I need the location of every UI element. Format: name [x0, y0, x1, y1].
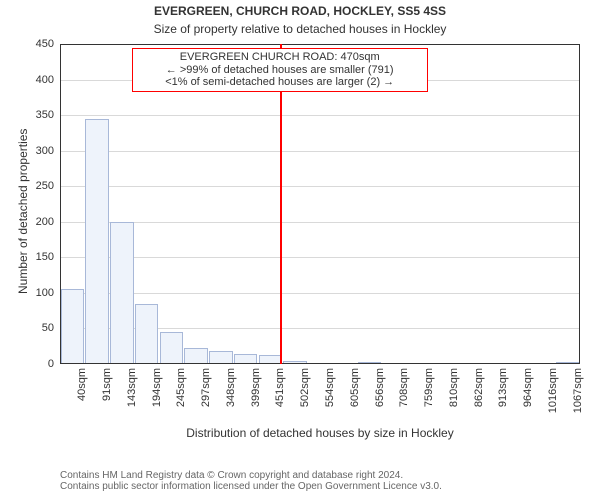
histogram-bar — [110, 222, 134, 364]
x-axis-label: Distribution of detached houses by size … — [60, 426, 580, 440]
footer-line2: Contains public sector information licen… — [60, 481, 592, 492]
y-tick-label: 350 — [20, 109, 54, 121]
bars-layer — [60, 44, 580, 364]
histogram-bar — [135, 304, 159, 364]
histogram-bar — [61, 289, 85, 364]
histogram-bar — [556, 362, 580, 364]
histogram-bar — [358, 362, 382, 364]
y-tick-label: 450 — [20, 38, 54, 50]
y-tick-label: 400 — [20, 74, 54, 86]
x-tick-label: 91sqm — [101, 368, 113, 401]
y-tick-label: 300 — [20, 145, 54, 157]
annotation-line2: ← >99% of detached houses are smaller (7… — [137, 64, 423, 77]
x-tick-label: 913sqm — [497, 368, 509, 407]
histogram-bar — [85, 119, 109, 364]
x-tick-label: 245sqm — [175, 368, 187, 407]
footer-line1: Contains HM Land Registry data © Crown c… — [60, 470, 592, 481]
y-tick-label: 0 — [20, 358, 54, 370]
y-tick-label: 50 — [20, 322, 54, 334]
y-tick-label: 150 — [20, 251, 54, 263]
x-tick-label: 451sqm — [274, 368, 286, 407]
y-tick-label: 200 — [20, 216, 54, 228]
x-tick-label: 708sqm — [398, 368, 410, 407]
x-tick-label: 862sqm — [473, 368, 485, 407]
y-tick-label: 100 — [20, 287, 54, 299]
x-tick-label: 1016sqm — [547, 368, 559, 413]
x-tick-label: 502sqm — [299, 368, 311, 407]
x-tick-label: 605sqm — [349, 368, 361, 407]
x-tick-label: 297sqm — [200, 368, 212, 407]
histogram-bar — [259, 355, 283, 364]
chart-subtitle: Size of property relative to detached ho… — [0, 22, 600, 36]
x-tick-label: 194sqm — [151, 368, 163, 407]
histogram-bar — [209, 351, 233, 364]
footer: Contains HM Land Registry data © Crown c… — [60, 470, 592, 492]
chart-title: EVERGREEN, CHURCH ROAD, HOCKLEY, SS5 4SS — [0, 4, 600, 18]
annotation-box: EVERGREEN CHURCH ROAD: 470sqm ← >99% of … — [132, 48, 428, 92]
x-tick-label: 40sqm — [76, 368, 88, 401]
annotation-vline — [280, 44, 282, 364]
histogram-bar — [283, 361, 307, 364]
plot-area — [60, 44, 580, 364]
y-tick-label: 250 — [20, 180, 54, 192]
histogram-bar — [160, 332, 184, 364]
x-tick-label: 143sqm — [126, 368, 138, 407]
x-tick-label: 1067sqm — [572, 368, 584, 413]
annotation-line3: <1% of semi-detached houses are larger (… — [137, 76, 423, 89]
x-tick-label: 759sqm — [423, 368, 435, 407]
histogram-bar — [184, 348, 208, 364]
x-tick-label: 399sqm — [250, 368, 262, 407]
x-tick-label: 554sqm — [324, 368, 336, 407]
x-tick-label: 656sqm — [374, 368, 386, 407]
annotation-line1: EVERGREEN CHURCH ROAD: 470sqm — [137, 51, 423, 64]
chart-container: EVERGREEN, CHURCH ROAD, HOCKLEY, SS5 4SS… — [0, 0, 600, 500]
x-tick-label: 810sqm — [448, 368, 460, 407]
x-tick-label: 964sqm — [522, 368, 534, 407]
histogram-bar — [234, 354, 258, 364]
x-tick-label: 348sqm — [225, 368, 237, 407]
